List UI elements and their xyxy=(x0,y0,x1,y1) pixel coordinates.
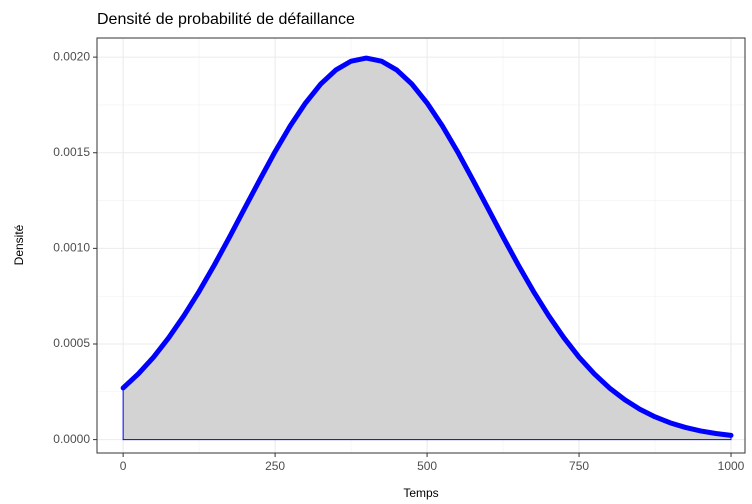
y-tick-label: 0.0010 xyxy=(53,241,90,255)
x-tick-label: 750 xyxy=(569,459,589,473)
panel-border xyxy=(96,37,746,454)
x-tick-label: 500 xyxy=(417,459,437,473)
y-axis-title: Densité xyxy=(12,224,26,265)
y-tick-label: 0.0000 xyxy=(53,432,90,446)
chart-title: Densité de probabilité de défaillance xyxy=(97,11,355,28)
y-tick-label: 0.0005 xyxy=(53,336,90,350)
density-line xyxy=(120,55,734,438)
x-tick-label: 1000 xyxy=(718,459,745,473)
x-tick-label: 0 xyxy=(120,459,127,473)
x-tick-label: 250 xyxy=(265,459,285,473)
x-axis-title: Temps xyxy=(403,486,438,500)
y-tick-label: 0.0020 xyxy=(53,49,90,63)
y-tick-label: 0.0015 xyxy=(53,145,90,159)
